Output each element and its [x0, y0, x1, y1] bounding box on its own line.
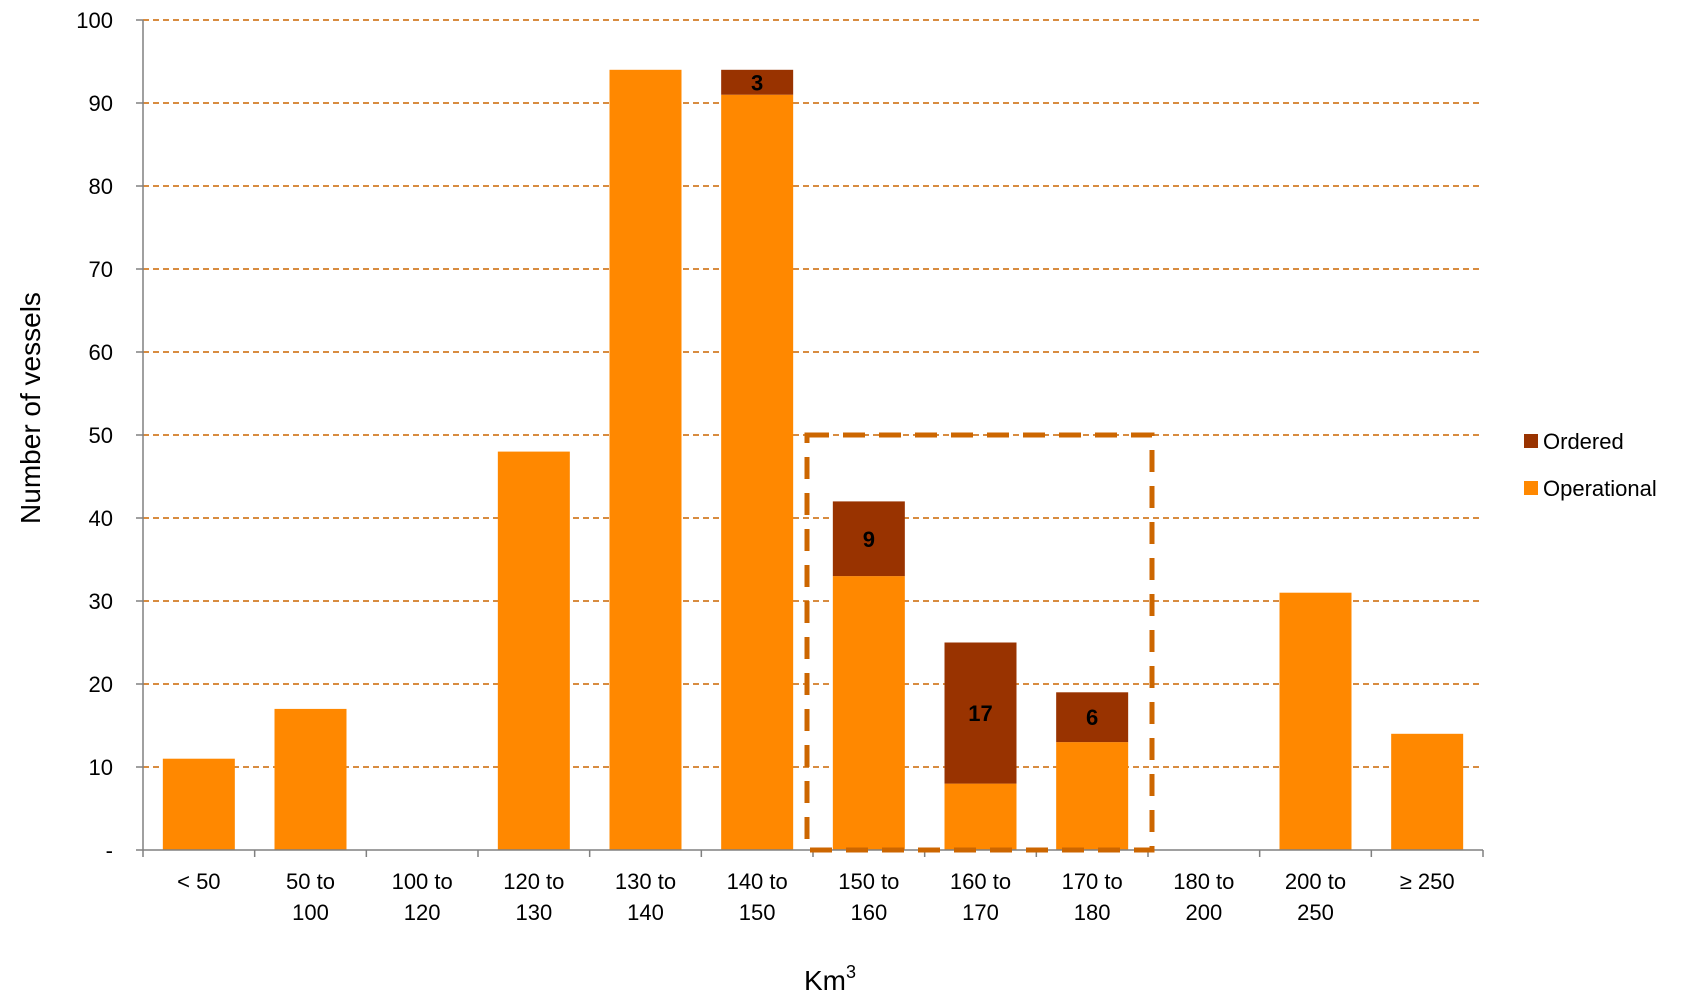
legend-swatch-ordered	[1524, 434, 1538, 448]
x-tick-label-line: 140	[627, 900, 664, 925]
x-tick-label-7: 160 to 170	[950, 869, 1011, 925]
x-tick-label-5: 140 to 150	[727, 869, 788, 925]
bar-ordered-6	[832, 501, 905, 577]
x-tick-label-3: 120 to 130	[503, 869, 564, 925]
x-tick-label-line: 170	[962, 900, 999, 925]
x-tick-label-line: ≥ 250	[1400, 869, 1455, 894]
x-tick-label-line: 120	[404, 900, 441, 925]
y-tick-label-60: 60	[89, 340, 113, 365]
x-tick-label-line: 250	[1297, 900, 1334, 925]
x-tick-label-line: 130 to	[615, 869, 676, 894]
bar-operational-3	[497, 451, 570, 850]
x-tick-label-8: 170 to 180	[1062, 869, 1123, 925]
bar-operational-1	[274, 708, 347, 850]
bar-operational-0	[162, 758, 235, 850]
y-tick-label-40: 40	[89, 506, 113, 531]
x-tick-label-0: < 50	[177, 869, 220, 894]
legend: Ordered Operational	[1524, 429, 1657, 501]
x-tick-label-line: 130	[515, 900, 552, 925]
x-tick-label-line: 170 to	[1062, 869, 1123, 894]
x-tick-label-line: 50 to	[286, 869, 335, 894]
data-label-5: 3	[751, 70, 763, 95]
legend-swatch-operational	[1524, 481, 1538, 495]
x-tick-label-10: 200 to 250	[1285, 869, 1346, 925]
bar-ordered-8	[1056, 692, 1129, 743]
bar-ordered-5	[721, 69, 794, 95]
y-tick-label-10: 10	[89, 755, 113, 780]
x-axis-title-superscript: 3	[846, 962, 856, 982]
bar-operational-8	[1056, 742, 1129, 850]
legend-label-ordered: Ordered	[1543, 429, 1624, 454]
x-tick-label-line: 100	[292, 900, 329, 925]
x-tick-label-4: 130 to 140	[615, 869, 676, 925]
bar-operational-10	[1279, 592, 1352, 850]
highlight-rect	[804, 432, 1155, 853]
bar-operational-4	[609, 69, 682, 851]
data-label-8: 6	[1086, 705, 1098, 730]
x-tick-label-line: < 50	[177, 869, 220, 894]
bar-operational-6	[832, 576, 905, 850]
x-tick-label-11: ≥ 250	[1400, 869, 1455, 894]
legend-label-operational: Operational	[1543, 476, 1657, 501]
y-tick-label-30: 30	[89, 589, 113, 614]
bar-ordered-7	[944, 642, 1017, 784]
y-tick-label-100: 100	[76, 8, 113, 33]
x-tick-label-2: 100 to 120	[392, 869, 453, 925]
bars	[162, 69, 1464, 851]
y-axis-title: Number of vessels	[15, 292, 46, 524]
x-axis-title-base: Km	[804, 965, 846, 996]
x-tick-label-line: 100 to	[392, 869, 453, 894]
x-tick-label-line: 160	[850, 900, 887, 925]
y-tick-label-20: 20	[89, 672, 113, 697]
x-tick-label-line: 140 to	[727, 869, 788, 894]
bar-operational-11	[1391, 733, 1464, 850]
y-tick-labels: - 10 20 30 40 50 60 70 80 90 100	[76, 8, 113, 863]
bar-operational-5	[721, 94, 794, 850]
x-tick-label-6: 150 to 160	[838, 869, 899, 925]
x-tick-label-9: 180 to 200	[1173, 869, 1234, 925]
y-tick-label-90: 90	[89, 91, 113, 116]
highlight-box	[804, 432, 1155, 853]
x-tick-label-line: 160 to	[950, 869, 1011, 894]
data-labels: 3 9 17 6	[751, 70, 1098, 730]
x-axis-title: Km3	[804, 962, 856, 996]
y-tick-label-80: 80	[89, 174, 113, 199]
x-tick-label-line: 200 to	[1285, 869, 1346, 894]
x-tick-label-line: 150 to	[838, 869, 899, 894]
x-tick-label-line: 200	[1185, 900, 1222, 925]
x-tick-label-line: 180 to	[1173, 869, 1234, 894]
y-tick-label-50: 50	[89, 423, 113, 448]
x-tick-label-line: 180	[1074, 900, 1111, 925]
x-tick-label-line: 120 to	[503, 869, 564, 894]
y-tick-label-70: 70	[89, 257, 113, 282]
data-label-7: 17	[968, 701, 992, 726]
bar-operational-7	[944, 783, 1017, 850]
data-label-6: 9	[863, 527, 875, 552]
x-tick-label-line: 150	[739, 900, 776, 925]
y-tick-label-0: -	[106, 838, 113, 863]
x-tick-label-1: 50 to 100	[286, 869, 335, 925]
